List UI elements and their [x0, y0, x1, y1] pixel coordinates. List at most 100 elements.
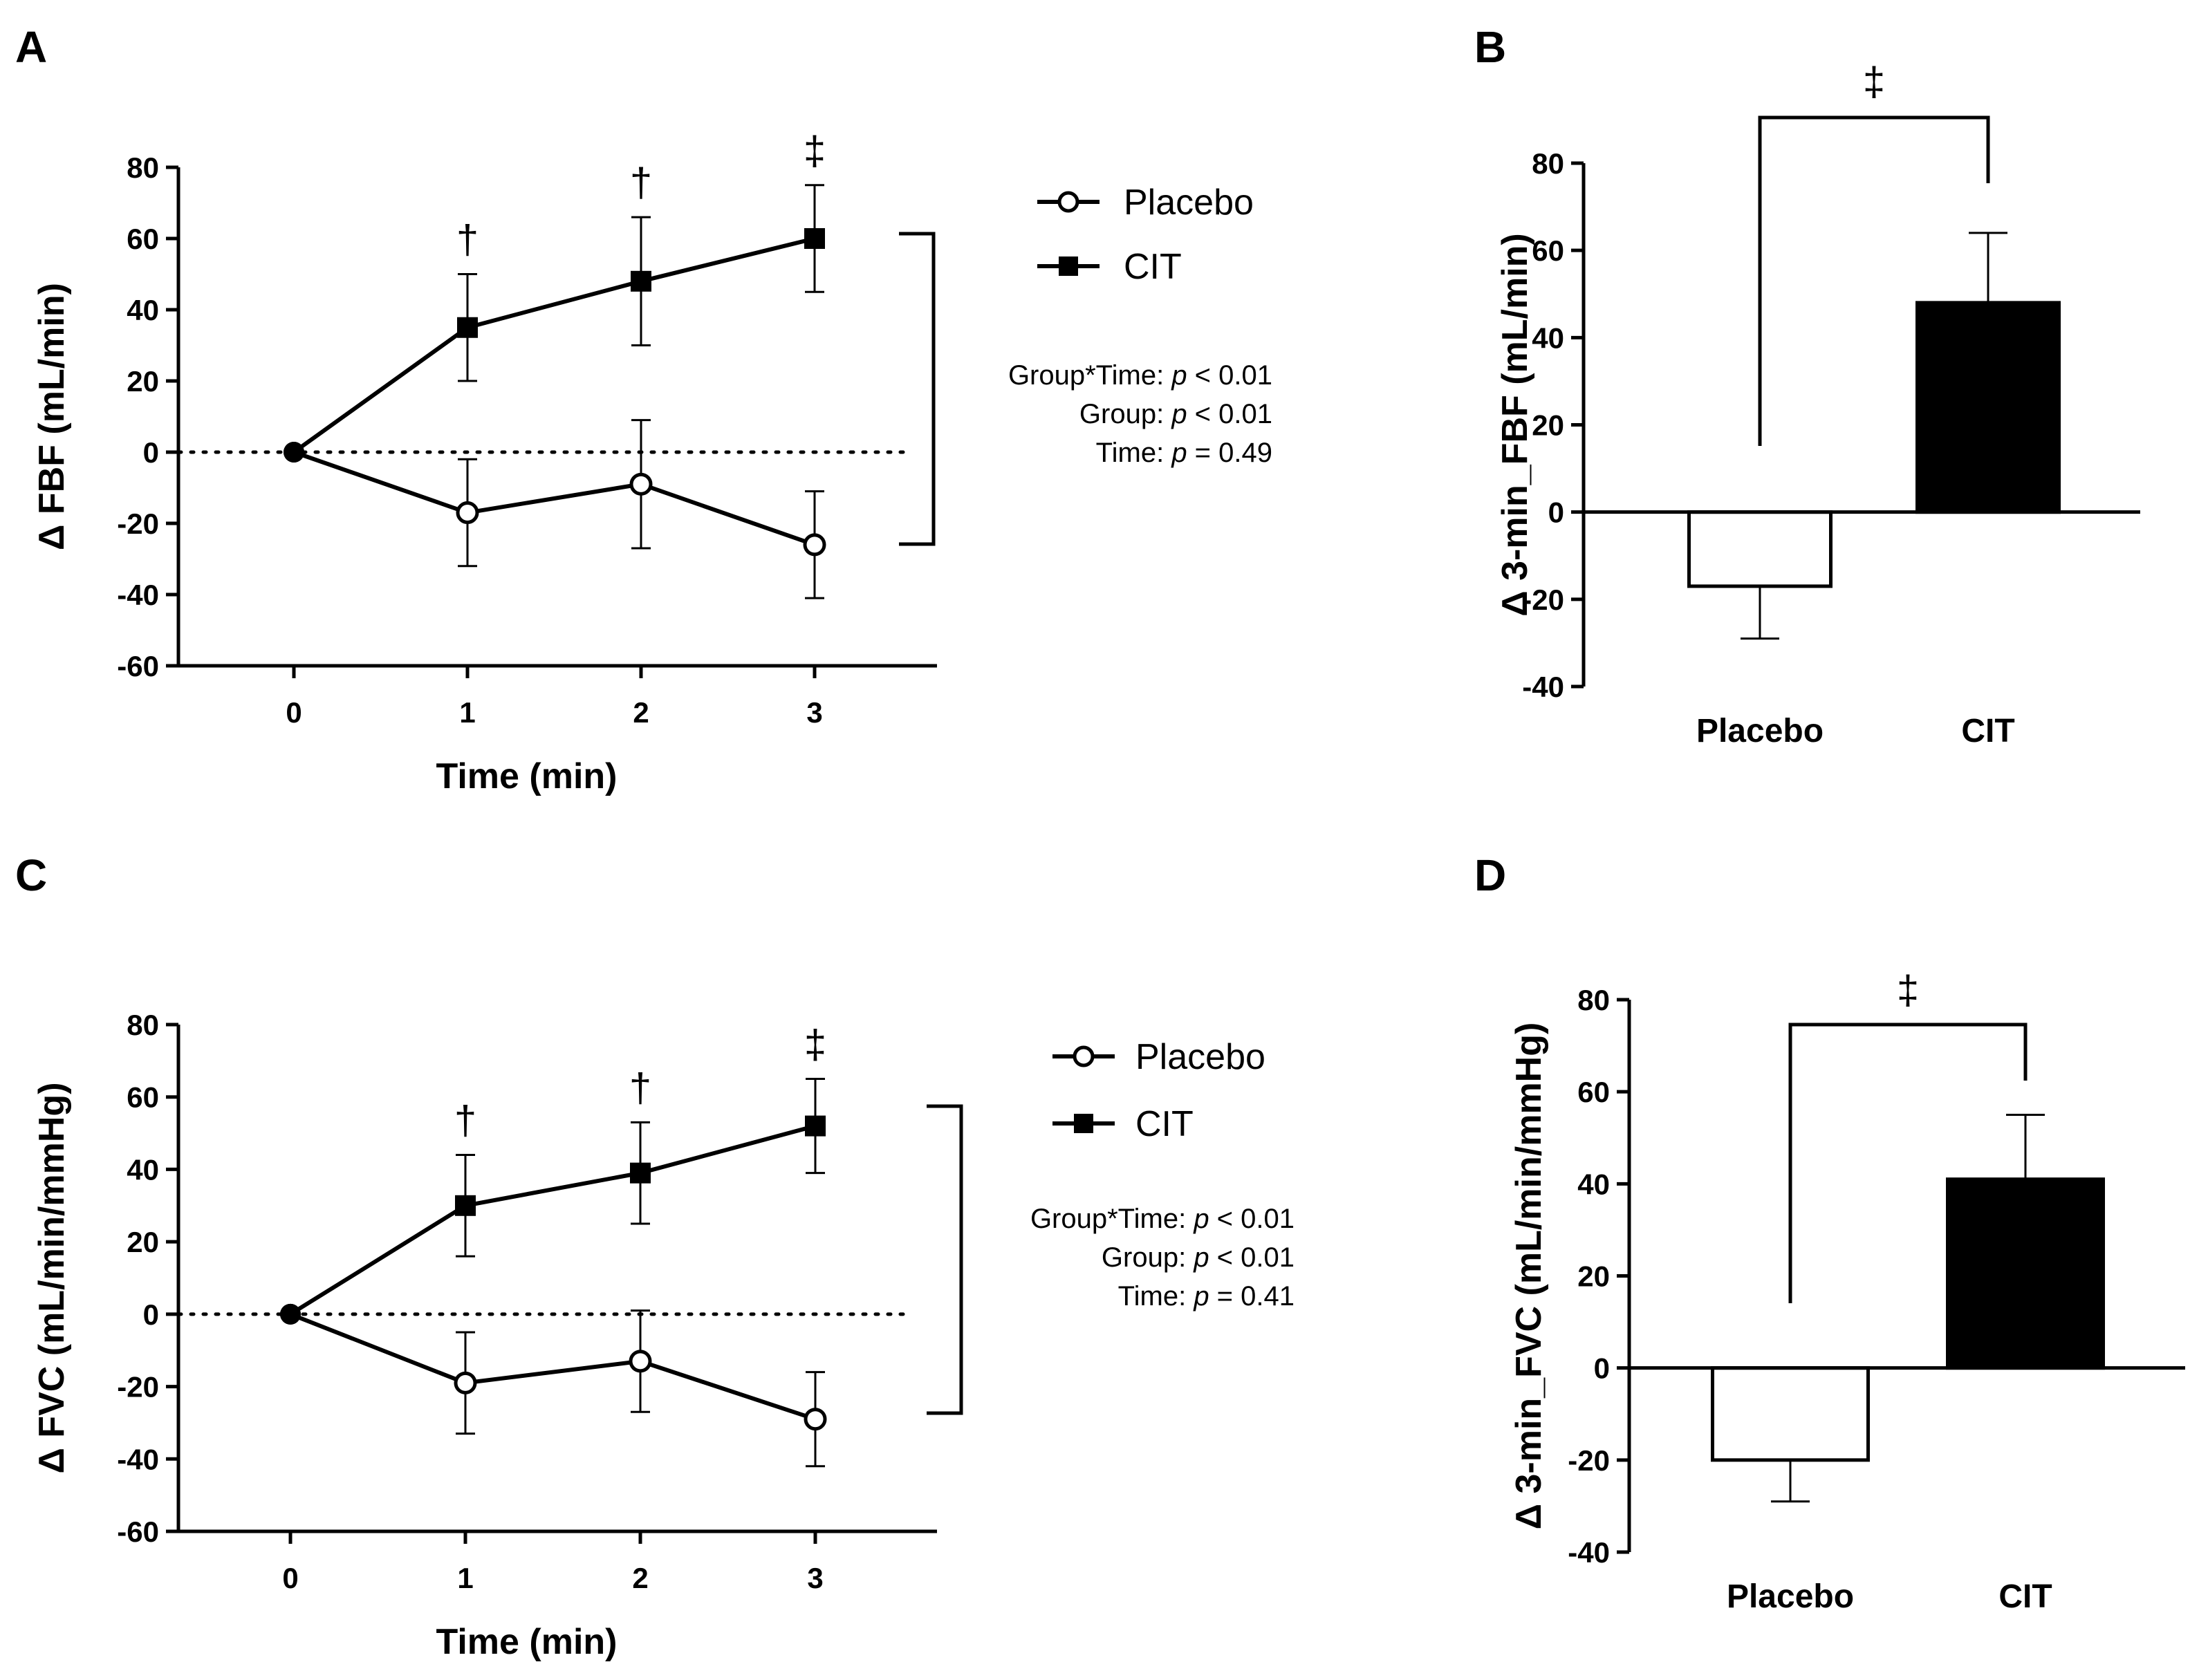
- series-line-a-placebo: [293, 450, 815, 547]
- y-tick-label-a: 20: [127, 365, 159, 398]
- chart-a-fbf-time-course: 80 60 40 20 0 -20 -40 -60 0 1 2 3 Time (min) Δ FBF (m…: [32, 129, 937, 796]
- y-tick-label-b: 0: [1548, 496, 1564, 529]
- panel-letter-d: D: [1474, 850, 1506, 900]
- legend-c-cit-label: CIT: [1135, 1104, 1194, 1144]
- y-tick-label-c: 40: [127, 1153, 159, 1186]
- y-tick-label-c: -20: [117, 1371, 159, 1403]
- series-line-c-cit: [289, 1123, 816, 1316]
- point-c-placebo: [454, 1371, 477, 1394]
- point-c-cit: [280, 1303, 301, 1325]
- y-tick-label-a: -20: [117, 507, 159, 540]
- stats-a: Group*Time: p < 0.01 Group: p < 0.01 Tim…: [1008, 360, 1272, 468]
- panel-letter-b: B: [1474, 22, 1506, 72]
- bar-b-placebo: [1687, 510, 1833, 588]
- x-axis-title-c: Time (min): [436, 1622, 618, 1662]
- x-tick-label-a: 3: [806, 696, 822, 729]
- legend-c-cit-marker: [1074, 1114, 1093, 1133]
- point-a-cit: [284, 442, 304, 463]
- x-tick-label-c: 1: [457, 1562, 473, 1594]
- legend-c-placebo-label: Placebo: [1135, 1037, 1265, 1077]
- stats-c-interaction: Group*Time: p < 0.01: [1030, 1204, 1295, 1234]
- y-axis-title-d: Δ 3-min_FVC (mL/min/mmHg): [1509, 1023, 1549, 1530]
- panel-letter-a: A: [15, 22, 47, 72]
- y-tick-label-a: 80: [127, 151, 159, 184]
- y-tick-label-c: 20: [127, 1226, 159, 1258]
- x-tick-label-a: 2: [633, 696, 649, 729]
- point-c-cit: [630, 1162, 651, 1184]
- panel-letter-c: C: [15, 850, 47, 900]
- stats-a-time: Time: p = 0.49: [1096, 438, 1272, 468]
- x-tick-label-c: 0: [282, 1562, 298, 1594]
- x-tick-label-c: 3: [807, 1562, 823, 1594]
- category-label-d-cit: CIT: [1998, 1578, 2052, 1615]
- point-c-cit: [455, 1195, 476, 1216]
- point-a-placebo: [629, 472, 653, 496]
- legend-a-cit-label: CIT: [1124, 247, 1182, 287]
- point-c-placebo: [629, 1350, 652, 1373]
- y-tick-label-b: 20: [1532, 409, 1564, 442]
- y-tick-label-a: -40: [117, 579, 159, 611]
- y-tick-label-b: -20: [1522, 584, 1564, 616]
- bar-d-placebo: [1711, 1366, 1870, 1462]
- point-a-placebo: [803, 533, 826, 557]
- y-tick-label-d: 20: [1577, 1260, 1610, 1293]
- y-tick-label-c: -60: [117, 1515, 159, 1548]
- significance-mark-c: †: [629, 1065, 651, 1110]
- y-axis-title-b: Δ 3-min_FBF (mL/min): [1495, 233, 1535, 616]
- y-tick-label-d: 40: [1577, 1168, 1610, 1200]
- bar-d-cit: [1946, 1177, 2105, 1370]
- y-tick-label-d: 0: [1594, 1352, 1610, 1385]
- significance-mark-d: ‡: [1897, 968, 1919, 1013]
- x-tick-label-a: 1: [459, 696, 475, 729]
- stats-a-group: Group: p < 0.01: [1079, 399, 1272, 429]
- y-tick-label-d: -20: [1568, 1444, 1610, 1477]
- y-tick-label-b: 80: [1532, 147, 1564, 180]
- legend-a-placebo-label: Placebo: [1124, 183, 1254, 223]
- y-tick-label-c: 80: [127, 1009, 159, 1041]
- chart-c-fvc-time-course: 80 60 40 20 0 -20 -40 -60 0 1 2 3 Time (min) Δ FVC (m…: [32, 1009, 937, 1662]
- point-a-cit: [804, 228, 825, 249]
- y-tick-label-b: -40: [1522, 671, 1564, 703]
- stats-c: Group*Time: p < 0.01 Group: p < 0.01 Tim…: [1030, 1204, 1295, 1312]
- x-axis-title-a: Time (min): [436, 756, 618, 796]
- y-tick-label-b: 60: [1532, 234, 1564, 267]
- significance-mark-a: †: [456, 218, 479, 263]
- x-tick-label-c: 2: [632, 1562, 648, 1594]
- point-a-placebo: [456, 501, 479, 525]
- significance-mark-b: ‡: [1863, 59, 1885, 104]
- x-tick-label-a: 0: [286, 696, 301, 729]
- legend-a: Placebo CIT: [1037, 183, 1254, 287]
- y-axis-title-c: Δ FVC (mL/min/mmHg): [32, 1082, 72, 1473]
- point-c-cit: [805, 1115, 826, 1137]
- y-tick-label-a: 0: [143, 436, 159, 469]
- bracket-c: [927, 1104, 963, 1415]
- category-label-b-placebo: Placebo: [1696, 713, 1824, 749]
- bar-b-cit: [1915, 301, 2061, 514]
- significance-mark-a: ‡: [804, 129, 826, 174]
- stats-c-group: Group: p < 0.01: [1102, 1242, 1295, 1273]
- category-label-b-cit: CIT: [1961, 713, 2014, 749]
- legend-a-placebo-marker: [1057, 191, 1079, 213]
- y-tick-label-d: 60: [1577, 1076, 1610, 1108]
- y-tick-label-d: -40: [1568, 1536, 1610, 1569]
- y-tick-label-a: 60: [127, 223, 159, 255]
- significance-mark-a: †: [630, 160, 652, 205]
- y-tick-label-a: 40: [127, 294, 159, 326]
- significance-mark-c: ‡: [804, 1023, 826, 1067]
- stats-a-interaction: Group*Time: p < 0.01: [1008, 360, 1272, 391]
- point-a-cit: [457, 317, 478, 338]
- significance-bracket-d: [1788, 1023, 2028, 1303]
- point-a-cit: [631, 270, 651, 292]
- series-line-c-placebo: [289, 1312, 816, 1421]
- legend-a-cit-marker: [1059, 256, 1078, 276]
- y-tick-label-c: 0: [143, 1298, 159, 1331]
- y-tick-label-c: -40: [117, 1443, 159, 1475]
- y-tick-label-a: -60: [117, 650, 159, 682]
- y-tick-label-d: 80: [1577, 984, 1610, 1016]
- point-c-placebo: [804, 1408, 827, 1431]
- legend-c: Placebo CIT: [1052, 1037, 1265, 1144]
- bracket-a: [899, 232, 936, 546]
- category-label-d-placebo: Placebo: [1727, 1578, 1854, 1615]
- chart-b-fbf-3min-bars: 80 60 40 20 0 -20 -40 Placebo CIT Δ 3-min_FBF (mL…: [1495, 59, 2140, 749]
